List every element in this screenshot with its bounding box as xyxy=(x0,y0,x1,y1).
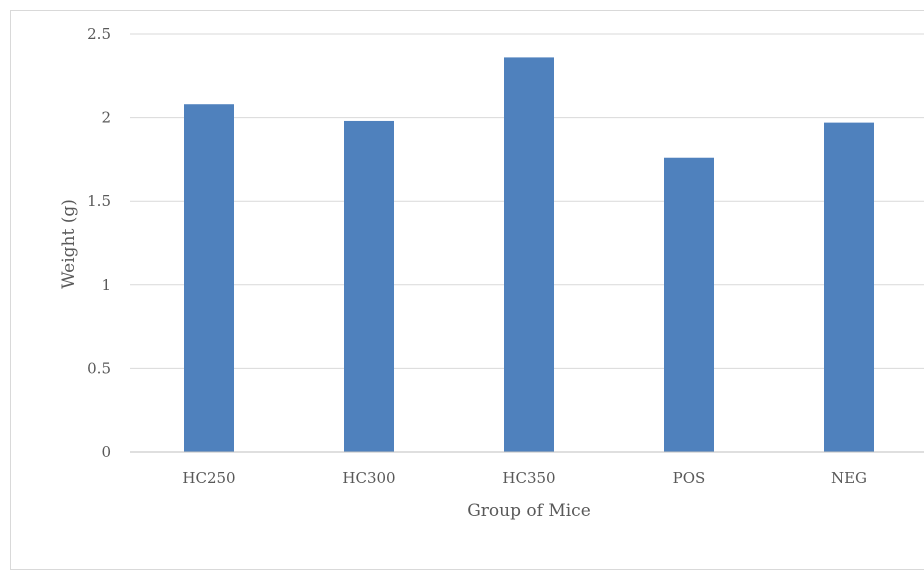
y-tick-label: 2 xyxy=(101,109,111,127)
x-tick-label: NEG xyxy=(831,469,867,487)
y-tick-label: 0.5 xyxy=(87,359,111,377)
y-tick-label: 1.5 xyxy=(87,192,111,210)
bar-hc350 xyxy=(504,57,554,453)
y-tick-label: 2.5 xyxy=(87,25,111,43)
x-tick-label: HC300 xyxy=(342,469,395,487)
x-tick-label: HC350 xyxy=(502,469,555,487)
y-tick-label: 1 xyxy=(101,276,111,294)
bar-neg xyxy=(824,122,874,452)
bar-hc250 xyxy=(184,104,234,452)
x-tick-label: HC250 xyxy=(182,469,235,487)
y-axis-ticks: 0 0.5 1 1.5 2 2.5 xyxy=(87,25,111,461)
x-axis-title: Group of Mice xyxy=(467,501,591,521)
y-tick-label: 0 xyxy=(101,443,111,461)
bar-hc300 xyxy=(344,120,394,452)
bar-chart: 0 0.5 1 1.5 2 2.5 HC250 HC300 HC350 POS NEG Group… xyxy=(59,25,924,521)
x-axis-ticks: HC250 HC300 HC350 POS NEG xyxy=(182,469,867,487)
bars xyxy=(184,57,874,453)
bar-pos xyxy=(664,157,714,452)
x-tick-label: POS xyxy=(673,469,706,487)
y-axis-title: Weight (g) xyxy=(59,199,79,289)
